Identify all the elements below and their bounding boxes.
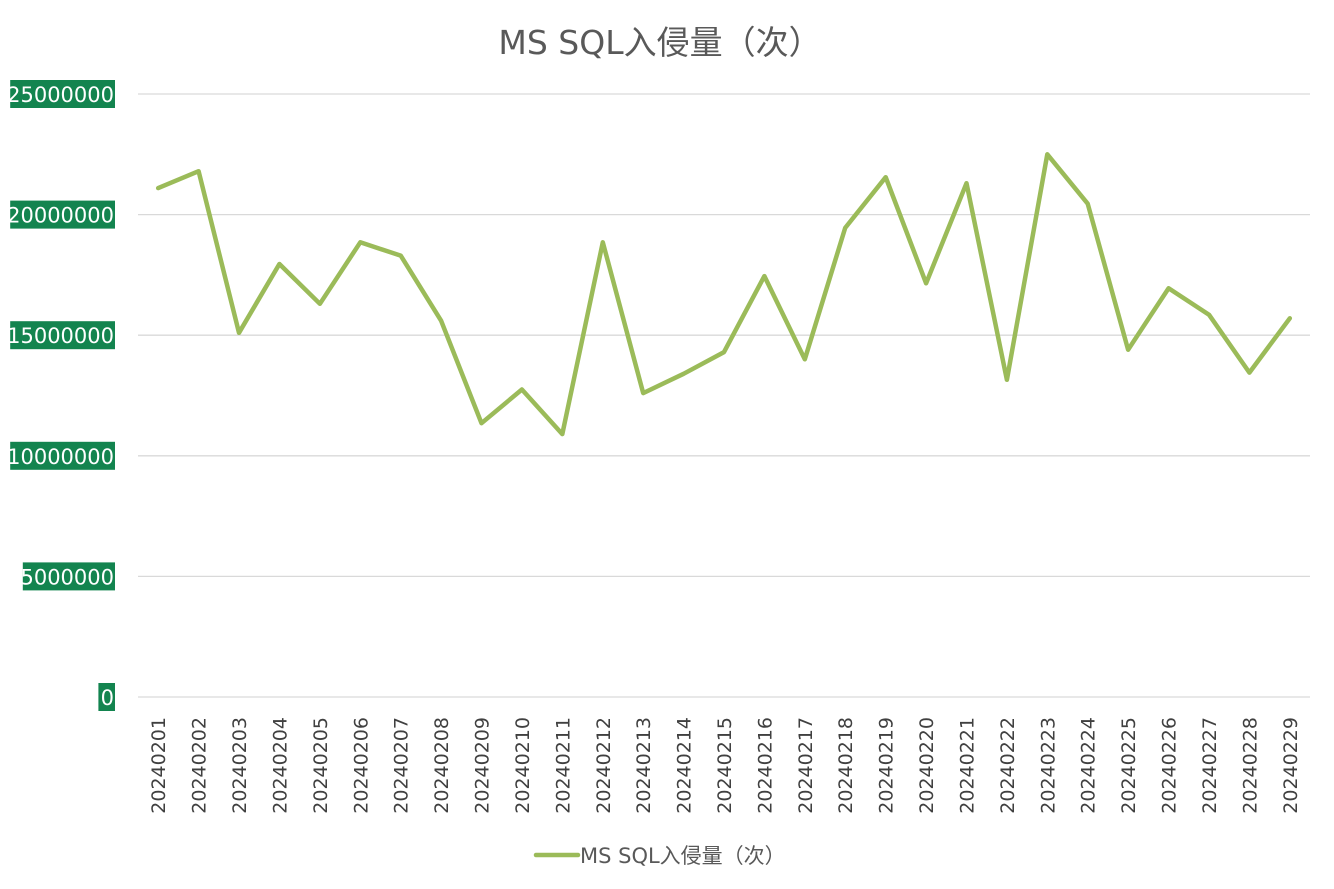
- y-tick: 25000000: [7, 80, 116, 108]
- y-tick-label: 20000000: [7, 204, 114, 228]
- x-tick-label: 20240228: [1239, 717, 1261, 814]
- y-tick-label: 10000000: [7, 445, 114, 469]
- y-tick: 15000000: [7, 321, 116, 350]
- y-axis-tick-labels: 0 5000000 10000000 15000000 20000000 25000000: [7, 80, 116, 711]
- x-tick-label: 20240226: [1159, 717, 1181, 814]
- x-tick-label: 20240221: [956, 717, 978, 814]
- x-tick-label: 20240223: [1037, 717, 1059, 814]
- x-tick-label: 20240215: [714, 717, 736, 814]
- x-tick-label: 20240205: [310, 717, 332, 814]
- series-line: [155, 152, 1293, 437]
- x-tick-label: 20240217: [795, 717, 817, 814]
- y-tick: 20000000: [7, 200, 116, 229]
- y-tick-highlight: [10, 80, 116, 108]
- x-tick-label: 20240207: [391, 717, 413, 814]
- x-tick-label: 20240210: [512, 717, 534, 814]
- x-tick-label: 20240219: [876, 717, 898, 814]
- y-tick: 0: [98, 683, 115, 711]
- y-tick: 10000000: [7, 441, 116, 470]
- x-tick-label: 20240214: [674, 717, 696, 814]
- chart-title: MS SQL入侵量（次）: [498, 23, 821, 62]
- legend-label: MS SQL入侵量（次）: [580, 844, 786, 868]
- y-tick-label: 25000000: [7, 83, 114, 107]
- y-tick-highlight: [98, 683, 115, 711]
- y-tick-label: 15000000: [7, 324, 114, 348]
- x-tick-label: 20240209: [472, 717, 494, 814]
- x-tick-label: 20240206: [350, 717, 372, 814]
- x-tick-label: 20240218: [835, 717, 857, 814]
- x-tick-label: 20240222: [997, 717, 1019, 814]
- y-tick-label: 0: [101, 686, 114, 710]
- gridlines: [138, 93, 1310, 698]
- y-tick-highlight: [22, 562, 115, 591]
- x-tick-label: 20240203: [229, 717, 251, 814]
- x-tick-label: 20240213: [633, 717, 655, 814]
- y-tick-highlight: [10, 321, 116, 350]
- x-tick-label: 20240204: [269, 717, 291, 814]
- x-tick-label: 20240201: [148, 717, 170, 814]
- x-tick-label: 20240212: [593, 717, 615, 814]
- y-tick-highlight: [10, 200, 116, 229]
- x-tick-label: 20240227: [1199, 717, 1221, 814]
- x-tick-label: 20240224: [1078, 717, 1100, 814]
- x-tick-label: 20240202: [189, 717, 211, 814]
- x-tick-label: 20240208: [431, 717, 453, 814]
- x-tick-label: 20240216: [754, 717, 776, 814]
- legend: MS SQL入侵量（次）: [533, 844, 786, 868]
- x-tick-label: 20240225: [1118, 717, 1140, 814]
- x-tick-label: 20240229: [1280, 717, 1302, 814]
- y-tick-highlight: [10, 441, 116, 470]
- series-lines: [155, 152, 1293, 437]
- y-tick: 5000000: [20, 562, 115, 591]
- x-tick-label: 20240211: [552, 717, 574, 814]
- x-axis-tick-labels: 20240201 20240202 20240203 20240204 20240205…: [148, 717, 1302, 814]
- y-tick-label: 5000000: [20, 565, 114, 589]
- x-tick-label: 20240220: [916, 717, 938, 814]
